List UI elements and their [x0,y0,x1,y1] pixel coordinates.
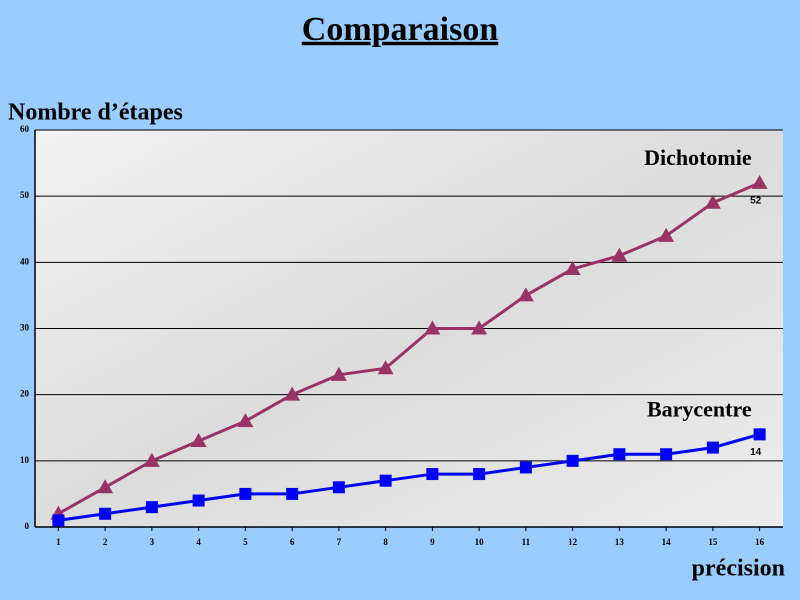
y-tick-label: 30 [20,323,30,333]
series-label: Barycentre [647,396,752,421]
y-tick-label: 60 [20,124,30,134]
data-point [566,454,579,467]
x-tick-label: 4 [196,537,201,547]
data-point [239,487,252,500]
y-tick-label: 0 [25,521,30,531]
data-point [660,448,673,461]
series-line [57,181,761,516]
x-tick-label: 9 [430,537,435,547]
y-tick-label: 50 [20,190,30,200]
x-tick-label: 12 [568,537,578,547]
data-point [377,360,394,375]
data-point [424,320,441,335]
data-point [192,494,205,507]
data-point [473,468,486,481]
data-point [330,366,347,381]
data-point [471,320,488,335]
x-tick-label: 13 [615,537,625,547]
chart-title: Comparaison [302,11,499,48]
x-tick-label: 15 [708,537,718,547]
data-point [332,481,345,494]
data-point [52,514,65,527]
data-point [658,227,675,242]
data-point [706,441,719,454]
data-point [190,432,207,447]
data-point [145,501,158,514]
x-tick-label: 3 [150,537,155,547]
series-line [58,432,761,522]
x-tick-label: 7 [337,537,342,547]
data-point [143,452,160,467]
data-point [611,247,628,262]
x-tick-label: 16 [755,537,765,547]
data-point [704,194,721,209]
x-tick-label: 6 [290,537,295,547]
series-label: Dichotomie [644,145,752,170]
x-tick-label: 8 [383,537,388,547]
data-point [564,260,581,275]
y-tick-label: 40 [20,256,30,266]
y-tick-label: 20 [20,389,30,399]
data-point [426,468,439,481]
x-tick-label: 1 [56,537,61,547]
y-axis-label: Nombre d’étapes [8,100,183,126]
data-point [379,474,392,487]
x-tick-label: 2 [103,537,108,547]
x-tick-label: 11 [522,537,531,547]
data-point [519,461,532,474]
x-axis-label: précision [692,556,785,582]
x-tick-label: 5 [243,537,248,547]
data-label: 14 [750,447,762,458]
x-tick-label: 10 [475,537,485,547]
data-point [753,428,766,441]
data-point [284,386,301,401]
data-point [237,413,254,428]
data-point [97,479,114,494]
x-tick-label: 14 [662,537,672,547]
data-point [99,507,112,520]
data-point [286,487,299,500]
y-tick-label: 10 [20,455,30,465]
data-point [613,448,626,461]
data-label: 52 [750,196,762,207]
data-point [751,174,768,189]
data-point [517,287,534,302]
